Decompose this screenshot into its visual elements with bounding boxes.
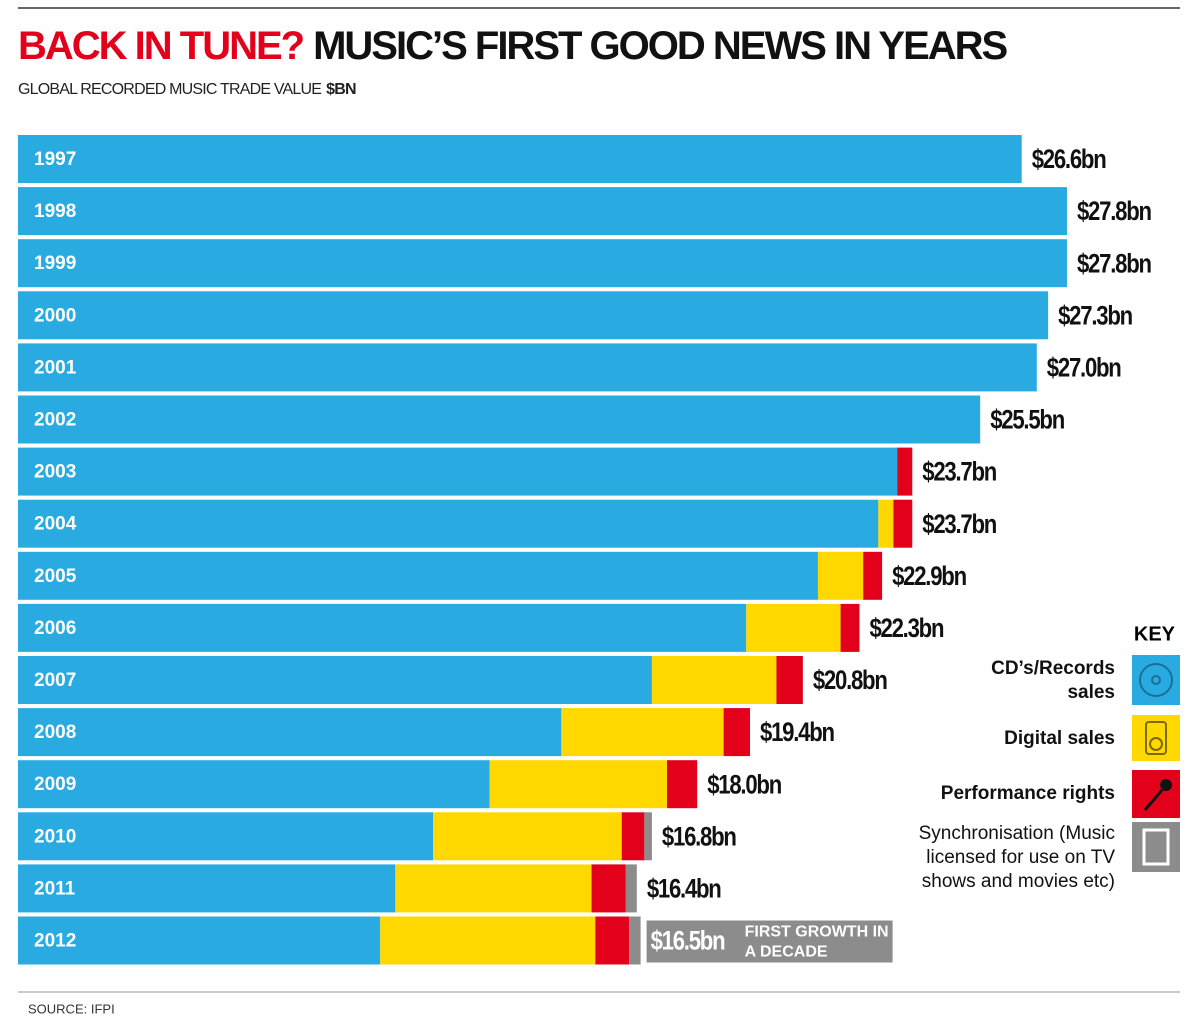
total-label: $20.8bn — [813, 666, 887, 696]
legend-label: CD’s/Records sales — [991, 658, 1115, 703]
total-label: $23.7bn — [922, 458, 996, 488]
total-label: $27.0bn — [1047, 354, 1121, 384]
bar-segment — [776, 656, 803, 704]
title-main: MUSIC’S FIRST GOOD NEWS IN YEARS — [313, 24, 1007, 68]
icon — [1143, 789, 1164, 811]
subtitle-text: GLOBAL RECORDED MUSIC TRADE VALUE — [18, 81, 321, 98]
legend-label: Digital sales — [1004, 728, 1115, 749]
legend-label: Performance rights — [940, 783, 1115, 804]
bar-segment — [644, 812, 652, 861]
bar-segment — [561, 708, 724, 757]
year-label: 1998 — [34, 201, 76, 222]
total-label: $26.6bn — [1032, 145, 1106, 175]
bar-segment — [18, 864, 396, 913]
icon — [1151, 675, 1161, 685]
bar-segment — [723, 708, 751, 757]
bar-segment — [18, 916, 381, 965]
total-label: $27.8bn — [1077, 197, 1151, 227]
year-label: 2010 — [34, 826, 76, 847]
icon — [1149, 737, 1163, 751]
year-label: 2009 — [34, 774, 76, 795]
bar-segment — [18, 656, 652, 704]
bar-segment — [18, 499, 879, 548]
total-label: $25.5bn — [990, 406, 1064, 436]
legend-swatch — [1132, 770, 1180, 818]
bar-segment — [395, 864, 592, 913]
year-label: 2006 — [34, 618, 76, 639]
bar-segment — [18, 447, 898, 496]
bar-segment — [18, 760, 490, 809]
total-label: $18.0bn — [707, 770, 781, 800]
subtitle: GLOBAL RECORDED MUSIC TRADE VALUE $BN — [18, 81, 356, 98]
bar-segment — [595, 916, 630, 965]
legend-title: KEY — [1134, 623, 1176, 645]
title-highlight: BACK IN TUNE? — [18, 24, 304, 68]
year-label: 2002 — [34, 410, 76, 431]
bar-segment — [746, 603, 841, 652]
bar-segment — [817, 551, 864, 600]
annotation-box — [646, 920, 893, 963]
bar-segment — [667, 760, 698, 809]
subtitle-unit: $BN — [326, 81, 356, 98]
year-label: 2003 — [34, 462, 76, 483]
year-label: 2001 — [34, 357, 77, 378]
bar-segment — [629, 916, 641, 965]
total-label: $16.5bn — [651, 927, 725, 957]
bars: 1997 $26.6bn 1998 $27.8bn 1999 $27.8bn 2000 $27… — [18, 135, 1152, 965]
bar-segment — [433, 812, 622, 861]
year-label: 2000 — [34, 305, 76, 326]
icon — [1139, 663, 1173, 697]
total-label: $23.7bn — [922, 510, 996, 540]
total-label: $27.3bn — [1058, 301, 1132, 331]
total-label: $27.8bn — [1077, 249, 1151, 279]
total-label: $16.4bn — [647, 875, 721, 905]
bar-segment — [489, 760, 668, 809]
legend — [1132, 655, 1180, 872]
total-label: $19.4bn — [760, 718, 834, 748]
bar-segment — [18, 551, 818, 600]
year-label: 2008 — [34, 722, 76, 743]
bar-segment — [840, 603, 860, 652]
bar-segment — [591, 864, 626, 913]
bar-segment — [18, 291, 1049, 340]
annotation: FIRST GROWTH IN A DECADE — [745, 924, 889, 961]
total-label: $22.9bn — [892, 562, 966, 592]
icon — [1160, 779, 1172, 791]
year-label: 1999 — [34, 253, 76, 274]
bar-segment — [18, 812, 434, 861]
bar-segment — [625, 864, 637, 913]
bar-segment — [18, 239, 1067, 288]
bar-segment — [651, 656, 777, 704]
bar-segment — [18, 603, 747, 652]
bar-segment — [18, 343, 1037, 392]
year-label: 2012 — [34, 931, 76, 952]
chart-title: BACK IN TUNE? MUSIC’S FIRST GOOD NEWS IN … — [18, 24, 1008, 68]
bar-segment — [18, 135, 1022, 183]
year-label: 1997 — [34, 149, 76, 170]
bar-segment — [18, 708, 562, 757]
year-label: 2011 — [34, 878, 76, 899]
bar-segment — [878, 499, 894, 548]
bar-segment — [18, 187, 1067, 236]
year-label: 2005 — [34, 566, 77, 587]
total-label: $16.8bn — [662, 822, 736, 852]
bar-segment — [893, 499, 913, 548]
year-label: 2004 — [34, 514, 77, 535]
bar-segment — [621, 812, 645, 861]
total-label: $22.3bn — [869, 614, 943, 644]
source: SOURCE: IFPI — [28, 1001, 115, 1016]
bar-segment — [863, 551, 883, 600]
bar-segment — [18, 395, 981, 444]
year-label: 2007 — [34, 670, 76, 691]
icon — [1142, 828, 1170, 866]
bar-segment — [380, 916, 596, 965]
bar-segment — [897, 447, 913, 496]
legend-label: Synchronisation (Music licensed for use … — [918, 823, 1115, 892]
icon — [1145, 721, 1167, 755]
